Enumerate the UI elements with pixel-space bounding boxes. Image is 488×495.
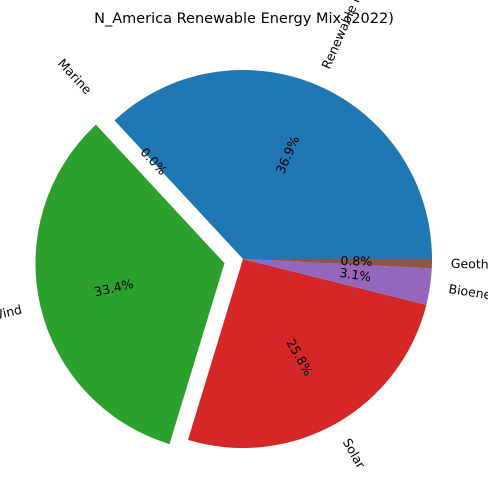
slice-percent-geothermal: 0.8% [340, 253, 372, 269]
pie-slice-solar [187, 259, 427, 448]
pie-slice-geothermal [243, 259, 432, 269]
slice-percent-bioenergy: 3.1% [338, 265, 372, 285]
pie-slice-wind [35, 124, 225, 445]
slice-label-marine: Marine [55, 56, 95, 98]
pie-slices [35, 70, 433, 448]
slice-label-geothermal: Geothermal [451, 256, 488, 273]
chart-title: N_America Renewable Energy Mix (2022) [94, 11, 394, 27]
slice-label-wind: Wind [0, 302, 23, 324]
slice-label-solar: Solar [340, 436, 369, 472]
pie-slice-bioenergy [243, 259, 432, 305]
pie-slice-renewable-hydropower [114, 70, 433, 260]
slice-label-bioenergy: Bioenergy [448, 281, 488, 305]
